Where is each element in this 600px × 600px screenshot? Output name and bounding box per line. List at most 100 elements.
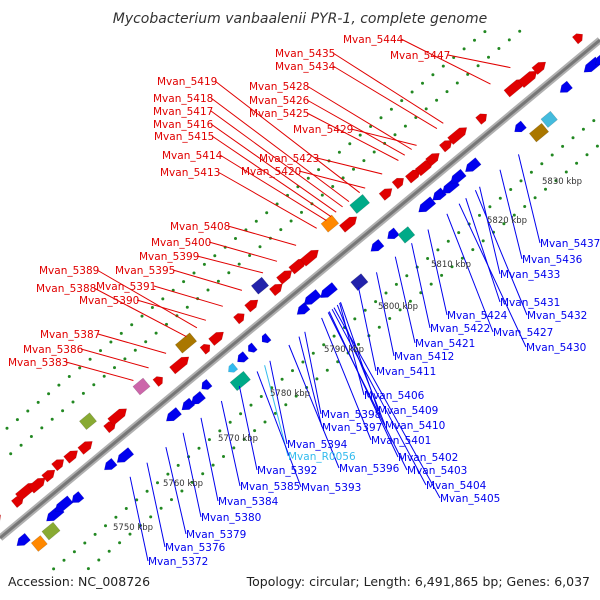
gene-label[interactable]: Mvan_5426 xyxy=(249,95,310,107)
reverse-gene-arrow-shape xyxy=(559,80,573,93)
gene-label[interactable]: Mvan_5387 xyxy=(40,329,100,341)
gene-label[interactable]: Mvan_5403 xyxy=(407,465,467,477)
gene-label[interactable]: Mvan_5397 xyxy=(322,422,382,434)
gene-label[interactable]: Mvan_5434 xyxy=(275,61,336,73)
leader-line xyxy=(465,198,501,303)
reverse-gene-arrow xyxy=(237,351,249,363)
colored-domain-box-shape xyxy=(250,276,270,295)
leader-line xyxy=(304,331,322,415)
reverse-gene-arrow-shape xyxy=(247,342,258,353)
gene-label[interactable]: Mvan_5420 xyxy=(241,166,301,178)
gene-label[interactable]: Mvan_5391 xyxy=(96,281,156,293)
gene-label[interactable]: Mvan_5412 xyxy=(394,351,454,363)
leader-line xyxy=(394,256,416,344)
grid-dot xyxy=(52,567,56,571)
gene-label[interactable]: Mvan_5430 xyxy=(526,342,586,354)
grid-dot xyxy=(29,435,33,438)
gene-label[interactable]: Mvan_5394 xyxy=(287,439,348,451)
grid-dot xyxy=(192,271,196,275)
gene-label[interactable]: Mvan_5437 xyxy=(540,238,600,250)
gene-label[interactable]: Mvan_5447 xyxy=(390,50,450,62)
gene-label[interactable]: Mvan_5416 xyxy=(153,119,214,131)
gene-label[interactable]: Mvan_5392 xyxy=(257,465,317,477)
grid-dot xyxy=(5,426,9,430)
forward-gene-arrow-shape xyxy=(41,469,56,483)
gene-label[interactable]: Mvan_5421 xyxy=(415,338,475,350)
gene-label[interactable]: Mvan_5435 xyxy=(275,48,335,60)
grid-dot xyxy=(529,170,533,174)
grid-dot xyxy=(436,248,440,252)
gene-label[interactable]: Mvan_5386 xyxy=(23,344,84,356)
grid-dot xyxy=(253,429,257,433)
gene-label[interactable]: Mvan_5418 xyxy=(153,93,213,105)
grid-dot xyxy=(92,383,96,387)
colored-domain-box xyxy=(132,377,151,396)
forward-gene-arrow xyxy=(378,188,393,201)
grid-dot xyxy=(408,299,412,303)
gene-label[interactable]: Mvan_5385 xyxy=(240,481,300,493)
gene-label[interactable]: Mvan_5380 xyxy=(201,512,261,524)
gene-label[interactable]: Mvan_5423 xyxy=(259,153,319,165)
gene-label[interactable]: Mvan_5406 xyxy=(364,390,425,402)
grid-dot xyxy=(114,515,118,519)
gene-label[interactable]: Mvan_5400 xyxy=(151,237,211,249)
gene-label[interactable]: Mvan_5436 xyxy=(522,254,583,266)
leader-line xyxy=(446,213,494,333)
gene-label[interactable]: Mvan_5372 xyxy=(148,556,208,568)
gene-label[interactable]: Mvan_5414 xyxy=(162,150,223,162)
gene-label[interactable]: Mvan_5384 xyxy=(218,496,279,508)
gene-label[interactable]: Mvan_5429 xyxy=(293,124,353,136)
gene-label[interactable]: Mvan_5389 xyxy=(39,265,99,277)
gene-label[interactable]: Mvan_5444 xyxy=(343,34,404,46)
reverse-gene-arrow xyxy=(450,168,467,184)
gene-label[interactable]: Mvan_5433 xyxy=(500,269,560,281)
forward-gene-arrow xyxy=(152,376,163,387)
gene-label[interactable]: Mvan_5431 xyxy=(500,297,560,309)
gene-label[interactable]: Mvan_5408 xyxy=(170,221,230,233)
kbp-tick-label: 5800 kbp xyxy=(378,302,418,312)
gene-label[interactable]: Mvan_5390 xyxy=(79,295,139,307)
gene-label[interactable]: Mvan_5417 xyxy=(153,106,213,118)
gene-label[interactable]: Mvan_5424 xyxy=(447,310,508,322)
gene-label[interactable]: Mvan_5415 xyxy=(154,131,214,143)
reverse-gene-arrow-shape xyxy=(190,390,207,405)
gene-label[interactable]: Mvan_5388 xyxy=(36,283,96,295)
gene-label[interactable]: Mvan_5428 xyxy=(249,81,309,93)
grid-dot xyxy=(78,366,82,370)
grid-dot xyxy=(405,274,409,278)
gene-label[interactable]: Mvan_5402 xyxy=(398,452,458,464)
forward-gene-arrow xyxy=(517,70,538,89)
leader-line xyxy=(499,169,523,260)
gene-label[interactable]: Mvan_5399 xyxy=(139,251,199,263)
gene-label[interactable]: Mvan_5419 xyxy=(157,76,217,88)
gene-label[interactable]: Mvan_5401 xyxy=(371,435,431,447)
grid-dot xyxy=(71,400,75,404)
rna-gene-label[interactable]: Mvan_R0056 xyxy=(288,451,356,463)
grid-dot xyxy=(498,196,502,200)
reverse-gene-arrow-shape xyxy=(237,351,249,363)
gene-label[interactable]: Mvan_5432 xyxy=(527,310,587,322)
gene-label[interactable]: Mvan_5411 xyxy=(376,366,436,378)
gene-label[interactable]: Mvan_5396 xyxy=(339,463,400,475)
forward-gene-arrow xyxy=(63,450,79,464)
grid-dot-tracks xyxy=(5,29,599,571)
gene-label[interactable]: Mvan_5425 xyxy=(249,108,309,120)
grid-dot xyxy=(259,395,263,398)
grid-dot xyxy=(389,107,393,111)
leader-line xyxy=(153,285,223,307)
leader-line xyxy=(165,446,187,535)
gene-label[interactable]: Mvan_5383 xyxy=(8,357,68,369)
gene-label[interactable]: Mvan_5422 xyxy=(430,323,490,335)
grid-dot xyxy=(123,357,127,361)
gene-label[interactable]: Mvan_5405 xyxy=(440,493,500,505)
gene-label[interactable]: Mvan_5404 xyxy=(426,480,487,492)
gene-label[interactable]: Mvan_5376 xyxy=(165,542,226,554)
gene-label[interactable]: Mvan_5393 xyxy=(301,482,361,494)
gene-label[interactable]: Mvan_5427 xyxy=(493,327,553,339)
gene-label[interactable]: Mvan_5409 xyxy=(378,405,438,417)
gene-label[interactable]: Mvan_5395 xyxy=(115,265,175,277)
gene-label[interactable]: Mvan_5379 xyxy=(186,529,246,541)
gene-label[interactable]: Mvan_5410 xyxy=(385,420,445,432)
gene-label[interactable]: Mvan_5413 xyxy=(160,167,220,179)
gene-label[interactable]: Mvan_5398 xyxy=(321,409,381,421)
